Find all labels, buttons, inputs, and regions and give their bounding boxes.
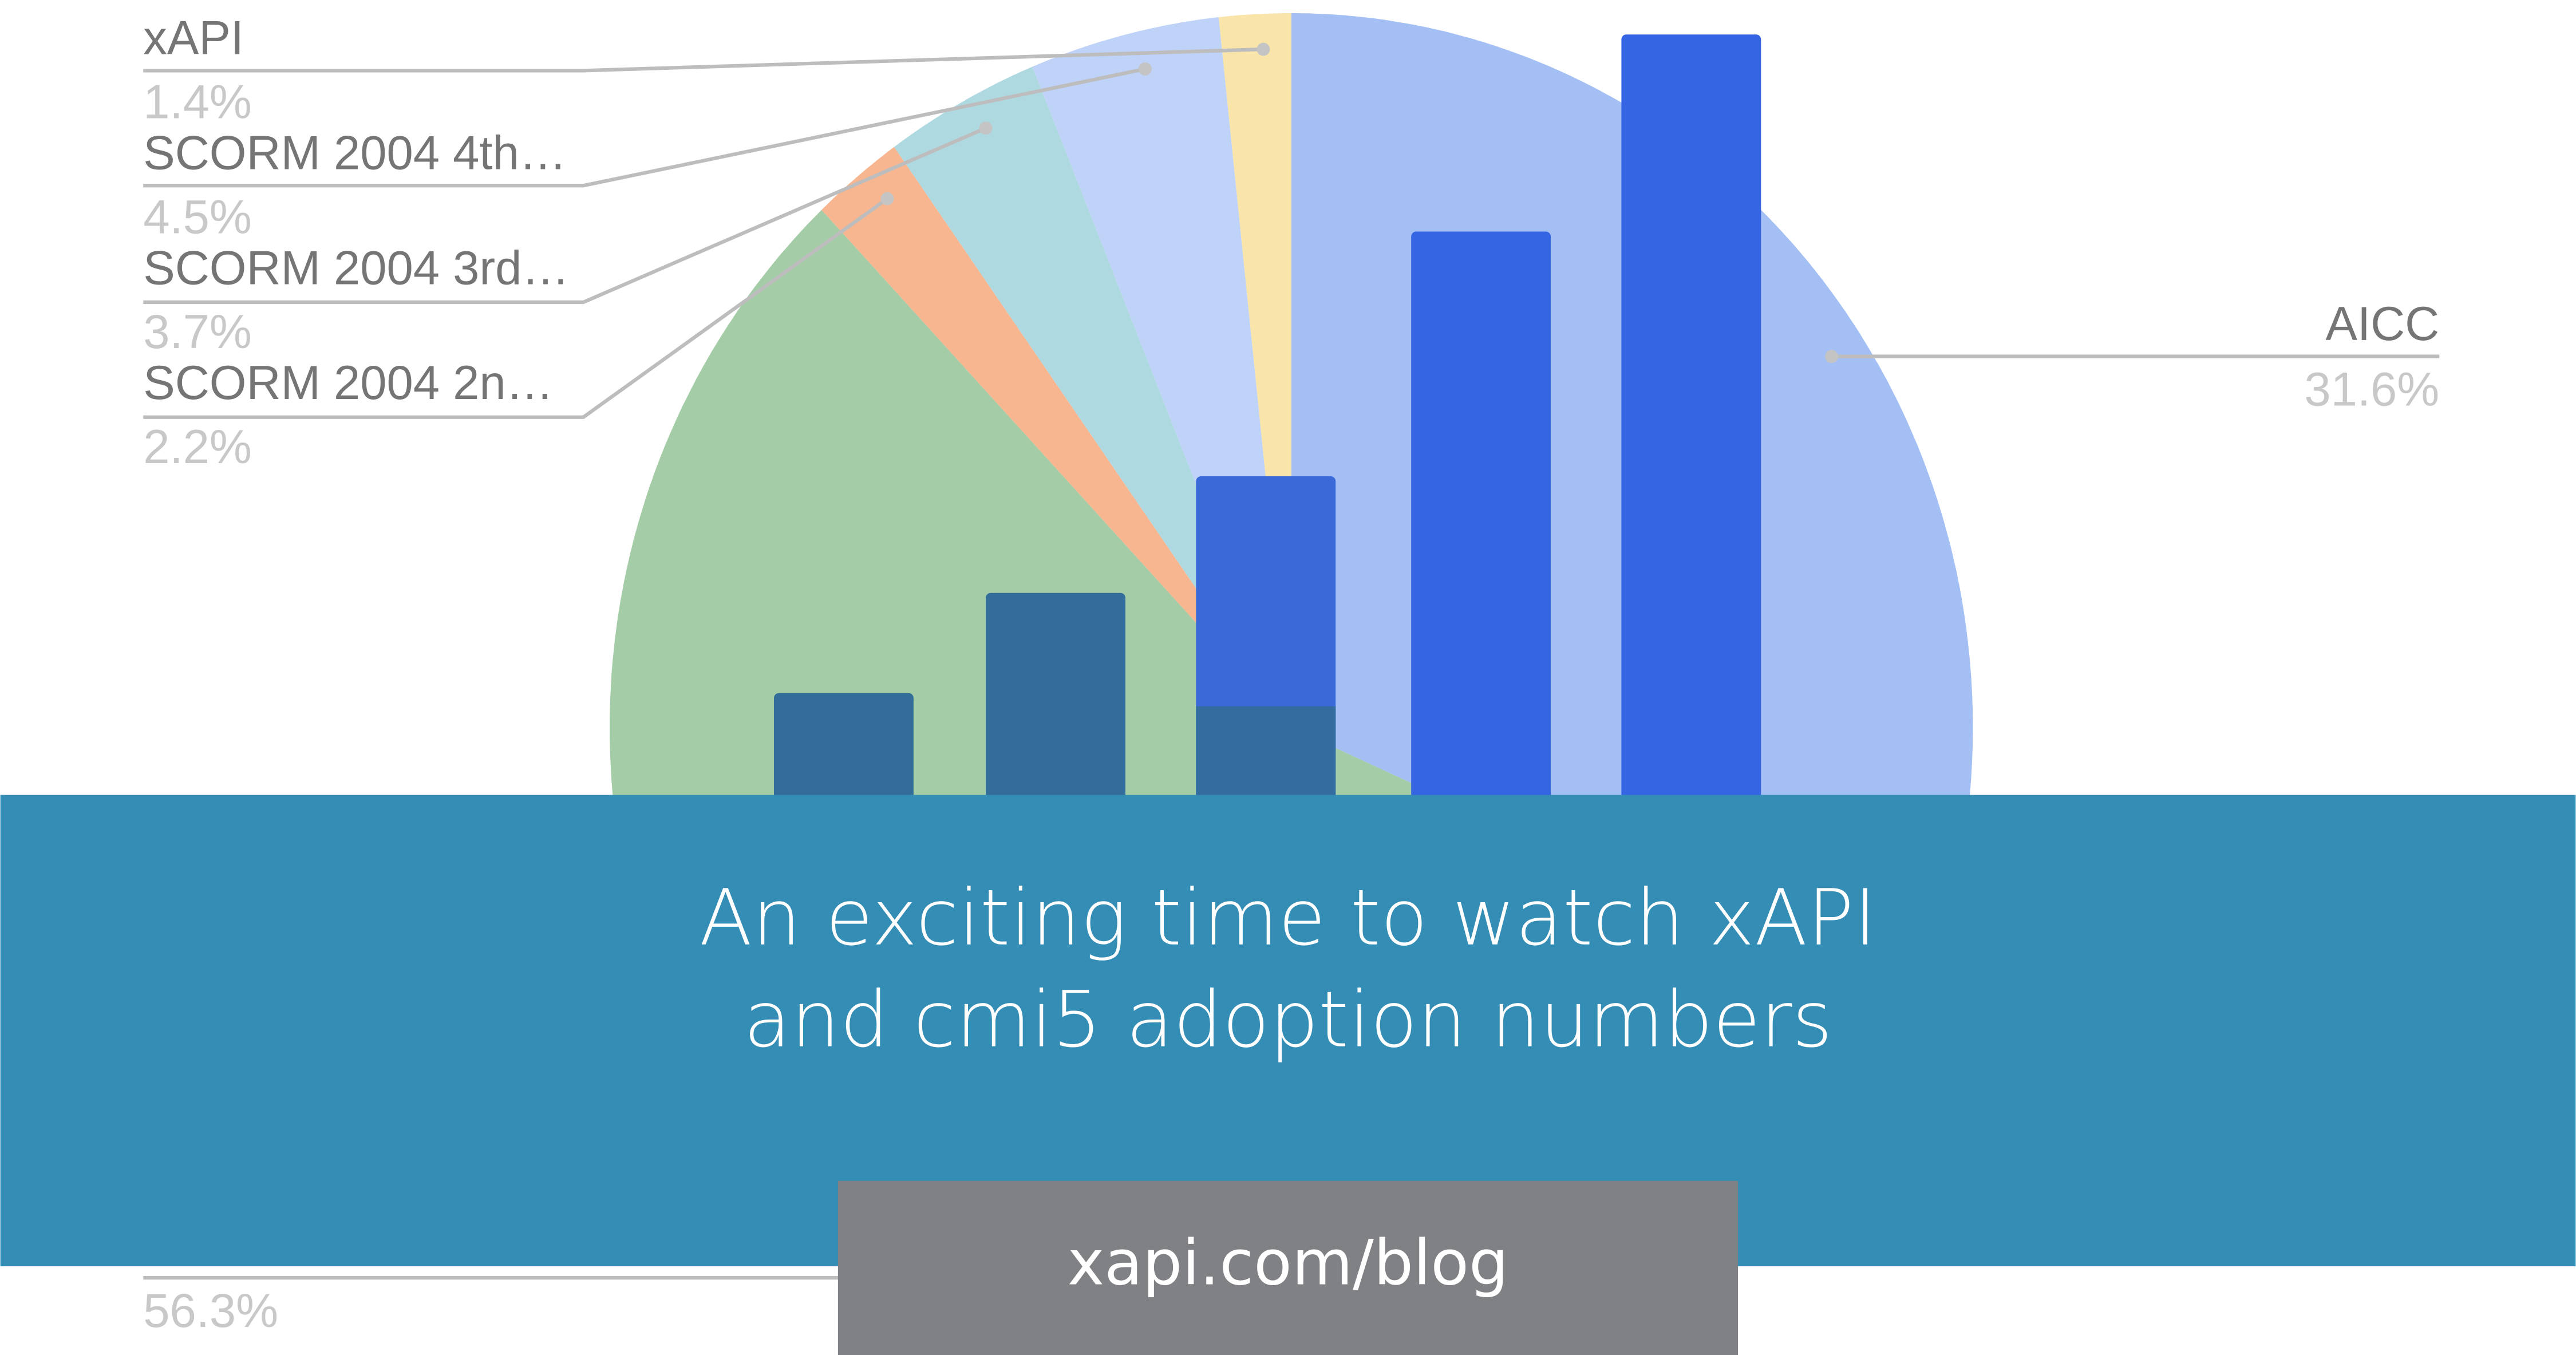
bar-1 (773, 693, 914, 808)
value-scorm-2004-4th: 4.5% (143, 190, 252, 243)
bar-2 (986, 592, 1125, 807)
label-aicc: AICC (2325, 297, 2439, 350)
bar-graphic (773, 34, 1761, 808)
label-scorm-2004-4th: SCORM 2004 4th… (143, 127, 567, 180)
label-xapi: xAPI (143, 11, 244, 65)
callout-scorm-2004-2nd: SCORM 2004 2n… 2.2% (143, 192, 894, 473)
value-largest-slice: 56.3% (143, 1284, 278, 1337)
callout-aicc: AICC 31.6% (1825, 297, 2439, 416)
value-scorm-2004-2nd: 2.2% (143, 420, 252, 473)
label-scorm-2004-3rd: SCORM 2004 3rd… (143, 241, 569, 294)
label-scorm-2004-2nd: SCORM 2004 2n… (143, 356, 554, 409)
bar-5 (1621, 34, 1761, 807)
blog-url[interactable]: xapi.com/blog (1068, 1227, 1508, 1299)
value-aicc: 31.6% (2304, 363, 2439, 416)
pie-slice (894, 66, 1291, 728)
value-xapi: 1.4% (143, 76, 252, 129)
pie-slice (821, 147, 1291, 728)
callout-scorm-2004-4th: SCORM 2004 4th… 4.5% (143, 62, 1152, 243)
callout-xapi: xAPI 1.4% (143, 11, 1270, 129)
callout-scorm-2004-3rd: SCORM 2004 3rd… 3.7% (143, 121, 993, 358)
callout-largest-slice: 56.3% (143, 1275, 855, 1337)
bar-3-lower (1196, 706, 1336, 805)
title-line-1: An exciting time to watch xAPI (700, 873, 1877, 963)
value-scorm-2004-3rd: 3.7% (143, 305, 252, 358)
url-box (837, 1180, 1739, 1355)
title-line-2: and cmi5 adoption numbers (744, 975, 1832, 1065)
bar-4 (1411, 231, 1551, 807)
